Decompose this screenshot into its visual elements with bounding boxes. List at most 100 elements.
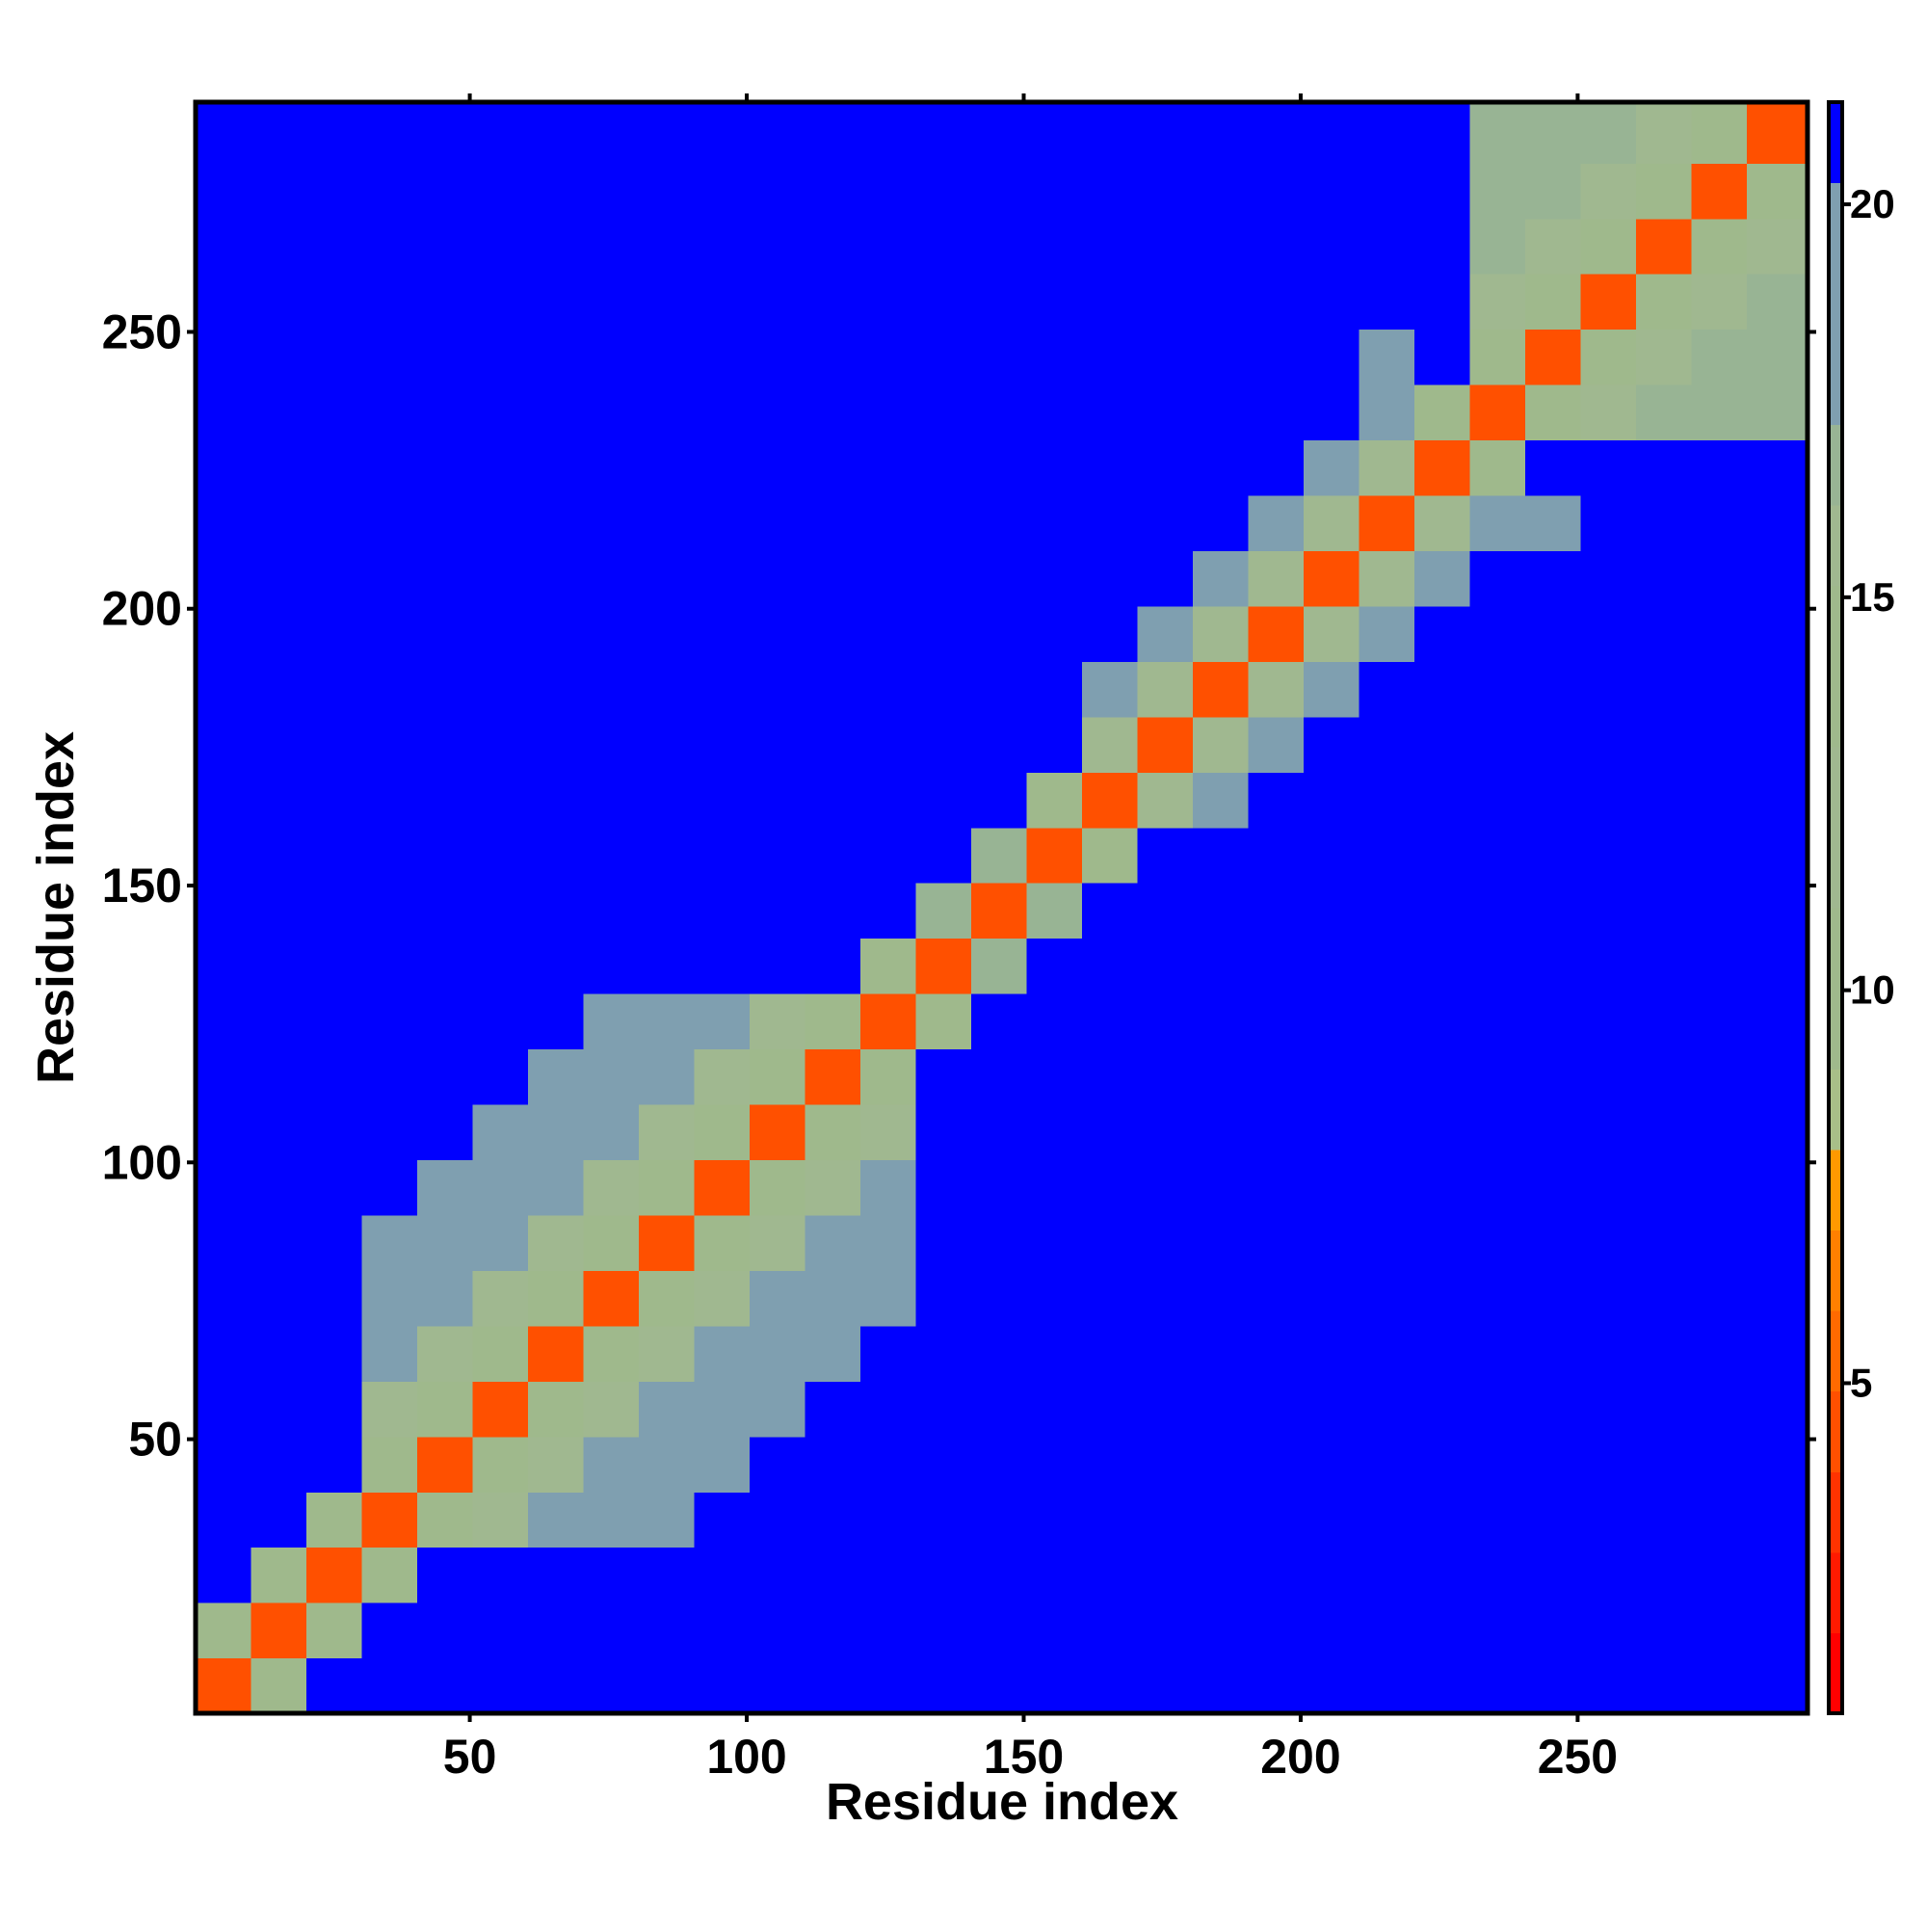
plot-frame: [193, 99, 1810, 1716]
heatmap-cell: [1137, 102, 1194, 164]
heatmap-cell: [1691, 1602, 1748, 1659]
heatmap-cell: [1137, 329, 1194, 385]
heatmap-cell: [694, 827, 751, 884]
heatmap-cell: [416, 550, 474, 607]
heatmap-cell: [305, 1325, 363, 1382]
heatmap-cell: [1413, 1492, 1470, 1548]
heatmap-cell: [527, 883, 585, 940]
heatmap-cell: [805, 772, 861, 829]
heatmap-cell: [1081, 1602, 1138, 1659]
heatmap-cell: [1469, 1103, 1526, 1161]
heatmap-cell: [1026, 1602, 1083, 1659]
heatmap-cell: [970, 1657, 1027, 1714]
heatmap-cell: [915, 1270, 972, 1327]
heatmap-cell: [416, 1547, 474, 1603]
heatmap-cell: [305, 1214, 363, 1271]
heatmap-cell: [527, 494, 585, 552]
heatmap-cell: [196, 1103, 252, 1161]
heatmap-cell: [1635, 550, 1692, 607]
heatmap-cell: [1691, 827, 1748, 884]
colorbar-segment: [1829, 666, 1842, 748]
heatmap-cell: [361, 993, 418, 1050]
heatmap-cell: [196, 274, 252, 331]
heatmap-cell: [1081, 661, 1138, 718]
heatmap-cell: [1469, 1547, 1526, 1603]
heatmap-cell: [1524, 439, 1581, 496]
heatmap-cell: [1359, 1602, 1415, 1659]
heatmap-cell: [859, 439, 916, 496]
heatmap-cell: [527, 1602, 585, 1659]
heatmap-cell: [1635, 1325, 1692, 1382]
heatmap-cell: [1746, 661, 1808, 718]
heatmap-cell: [749, 1214, 806, 1271]
heatmap-cell: [305, 329, 363, 385]
heatmap-cell: [805, 1270, 861, 1327]
heatmap-cell: [749, 1048, 806, 1105]
heatmap-cell: [1026, 716, 1083, 773]
heatmap-cell: [694, 772, 751, 829]
heatmap-cell: [1580, 772, 1637, 829]
heatmap-cell: [1137, 827, 1194, 884]
heatmap-cell: [859, 1214, 916, 1271]
heatmap-cell: [1303, 1325, 1359, 1382]
heatmap-cell: [416, 218, 474, 275]
heatmap-cell: [1026, 384, 1083, 441]
heatmap-cell: [1248, 439, 1305, 496]
heatmap-cell: [970, 384, 1027, 441]
heatmap-cell: [1469, 329, 1526, 385]
heatmap-cell: [1524, 827, 1581, 884]
heatmap-cell: [1691, 1048, 1748, 1105]
heatmap-cell: [583, 550, 640, 607]
heatmap-cell: [251, 1436, 307, 1493]
heatmap-cell: [1469, 938, 1526, 994]
heatmap-cell: [527, 329, 585, 385]
heatmap-cell: [915, 938, 972, 994]
heatmap-cell: [251, 494, 307, 552]
heatmap-cell: [472, 661, 529, 718]
heatmap-cell: [1524, 993, 1581, 1050]
heatmap-cell: [416, 883, 474, 940]
heatmap-cell: [915, 772, 972, 829]
heatmap-cell: [638, 772, 696, 829]
heatmap-cell: [1248, 827, 1305, 884]
heatmap-cell: [1026, 938, 1083, 994]
heatmap-cell: [527, 993, 585, 1050]
heatmap-cell: [1580, 439, 1637, 496]
heatmap-cell: [527, 439, 585, 496]
heatmap-cell: [915, 1214, 972, 1271]
heatmap-cell: [1413, 938, 1470, 994]
heatmap-cell: [251, 1103, 307, 1161]
heatmap-cell: [970, 1547, 1027, 1603]
heatmap-cell: [583, 772, 640, 829]
heatmap-cell: [1691, 163, 1748, 220]
heatmap-cell: [1137, 550, 1194, 607]
heatmap-cell: [583, 993, 640, 1050]
heatmap-cell: [416, 827, 474, 884]
heatmap-cell: [196, 1048, 252, 1105]
heatmap-cell: [1524, 1492, 1581, 1548]
heatmap-cell: [859, 218, 916, 275]
heatmap-cell: [472, 439, 529, 496]
heatmap-cell: [196, 605, 252, 662]
heatmap-cell: [915, 163, 972, 220]
heatmap-cell: [527, 1270, 585, 1327]
heatmap-cell: [1137, 384, 1194, 441]
y-tick-label: 250: [102, 304, 182, 358]
heatmap-cell: [1192, 661, 1249, 718]
heatmap-cell: [1137, 605, 1194, 662]
heatmap-cell: [1081, 218, 1138, 275]
heatmap-cell: [583, 1381, 640, 1438]
heatmap-cell: [1524, 716, 1581, 773]
heatmap-cell: [1413, 883, 1470, 940]
heatmap-cell: [196, 218, 252, 275]
heatmap-cell: [1746, 1657, 1808, 1714]
heatmap-cell: [1359, 938, 1415, 994]
heatmap-cell: [1359, 1048, 1415, 1105]
heatmap-cell: [915, 605, 972, 662]
heatmap-cell: [1524, 1048, 1581, 1105]
heatmap-cell: [416, 1214, 474, 1271]
heatmap-cell: [749, 102, 806, 164]
heatmap-cell: [638, 938, 696, 994]
heatmap-cell: [527, 827, 585, 884]
